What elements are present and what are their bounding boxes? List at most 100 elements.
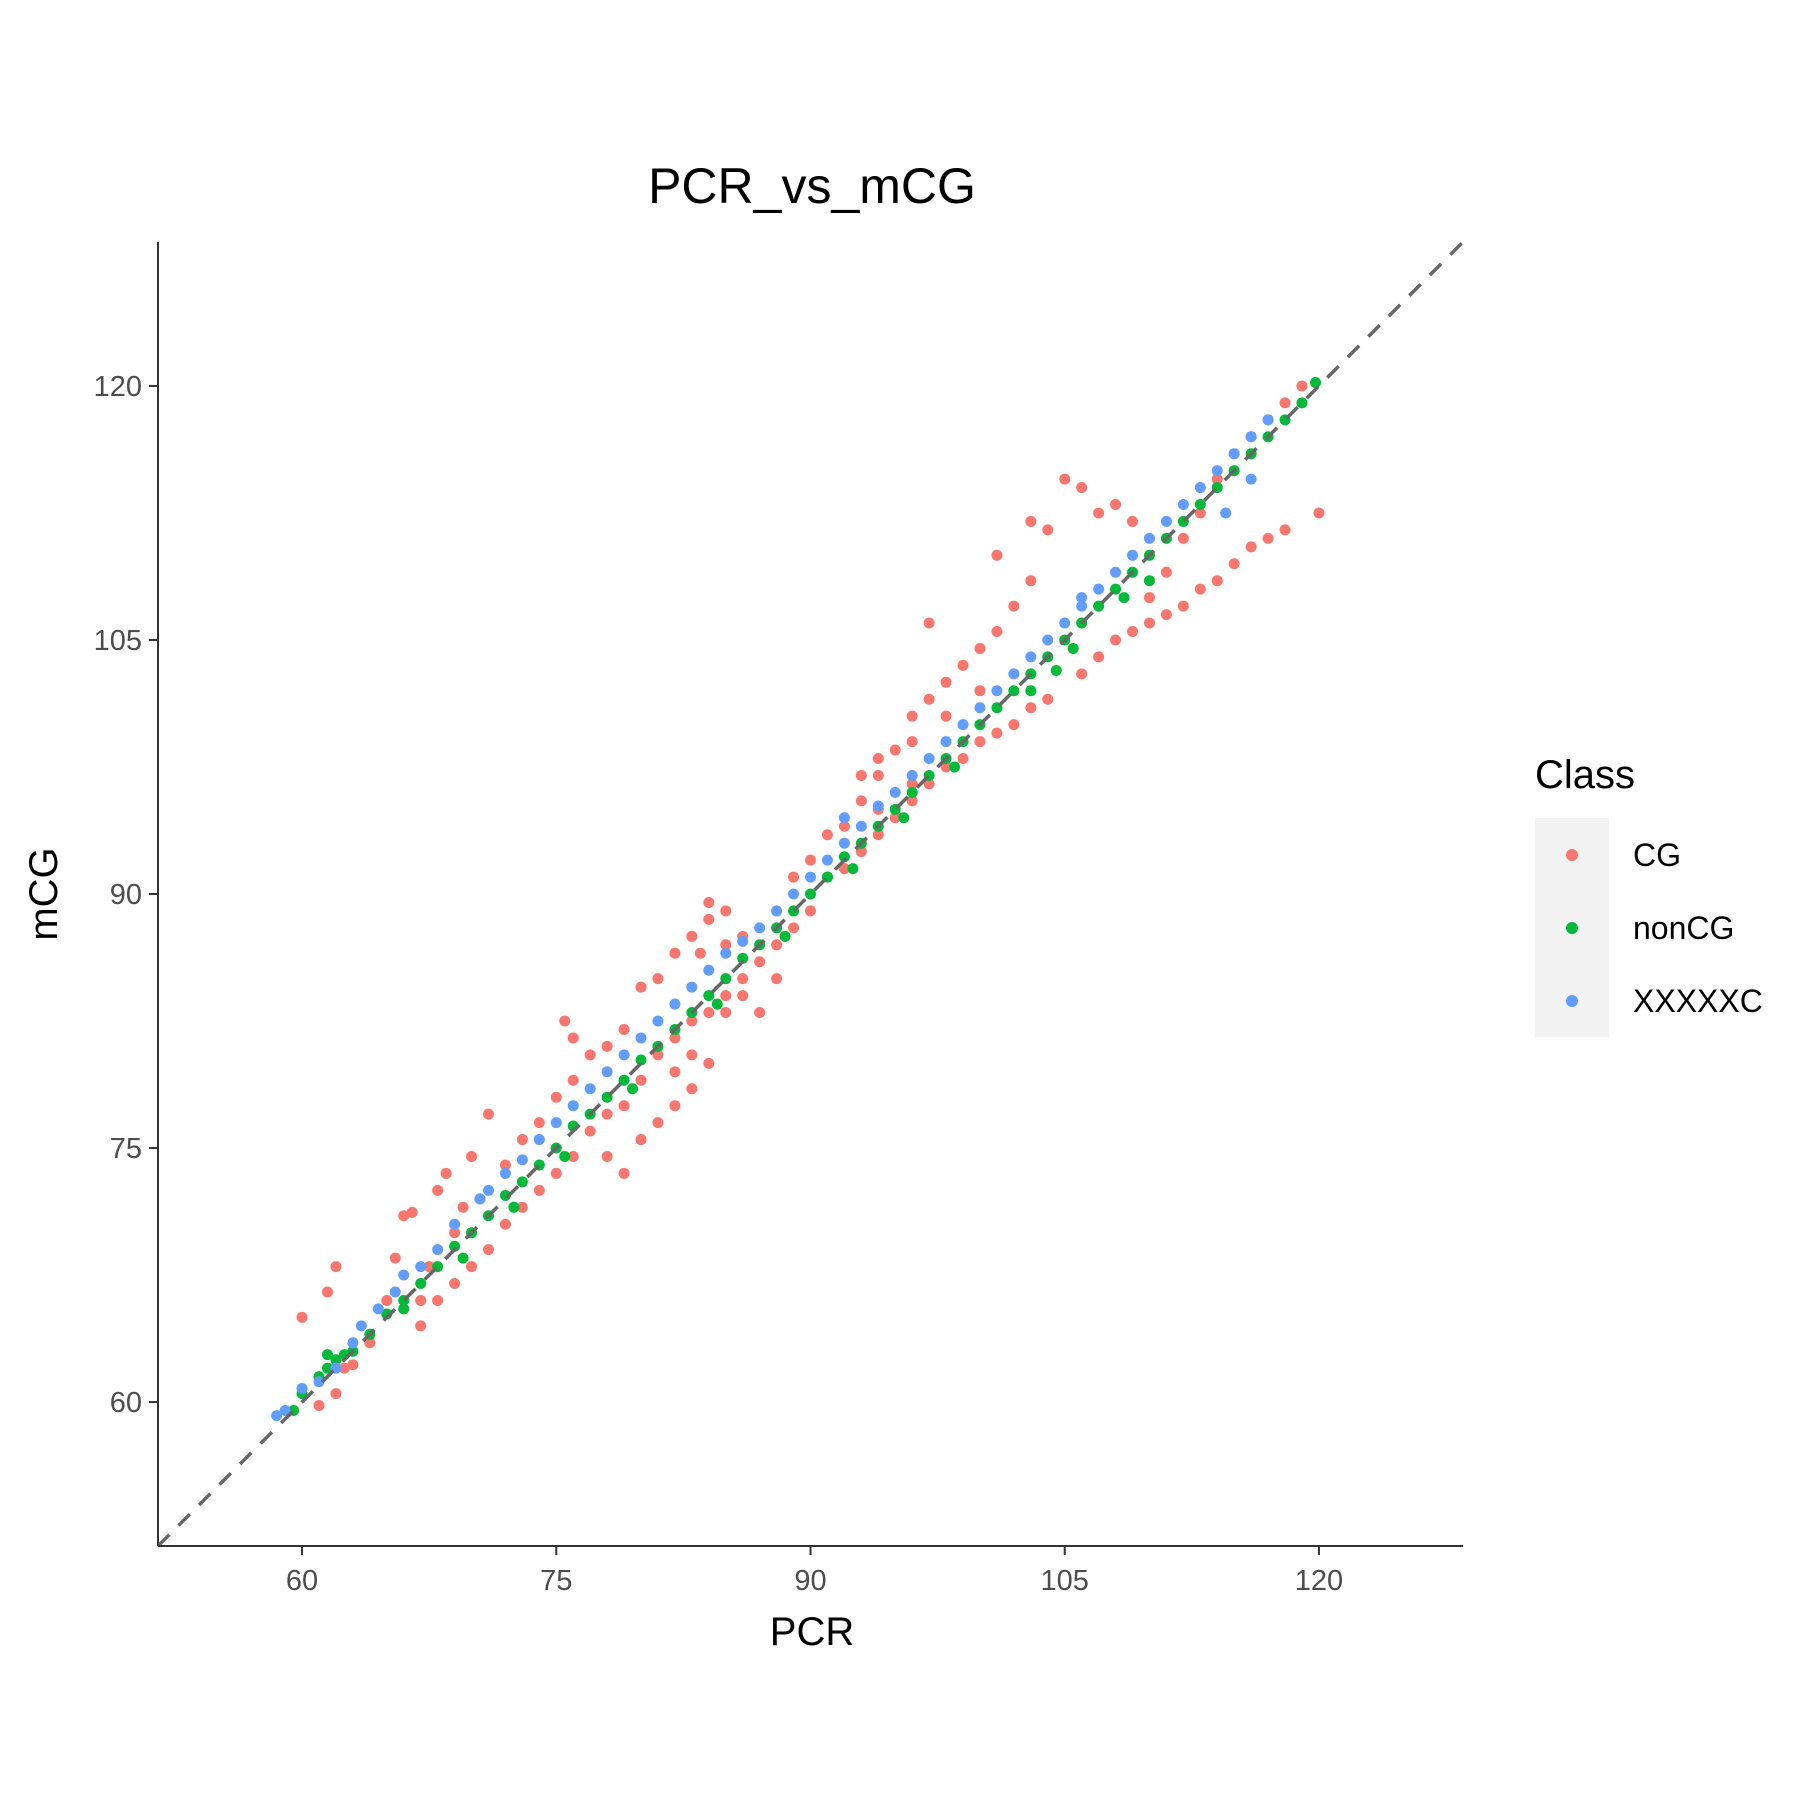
point-cg-63 xyxy=(694,947,706,959)
point-cg-69 xyxy=(805,905,816,917)
point-cg-145 xyxy=(669,1066,681,1078)
point-cg-56 xyxy=(635,981,647,993)
point-cg-33 xyxy=(516,1134,528,1146)
point-noncg-32 xyxy=(805,888,816,900)
point-cg-67 xyxy=(771,939,783,951)
point-xxxxxc-34 xyxy=(872,800,884,812)
point-cg-40 xyxy=(559,1015,571,1027)
point-noncg-64 xyxy=(457,1252,469,1264)
point-noncg-73 xyxy=(627,1083,639,1095)
point-cg-74 xyxy=(821,829,833,841)
point-xxxxxc-63 xyxy=(398,1269,410,1281)
legend: Class CG nonCG XXXXXC xyxy=(1535,753,1763,1037)
x-ticks: 60 75 90 105 120 xyxy=(286,1546,1343,1597)
point-cg-10 xyxy=(398,1210,410,1222)
point-cg-47 xyxy=(703,1057,715,1069)
point-xxxxxc-43 xyxy=(1025,651,1037,663)
x-tick-label-75: 75 xyxy=(540,1565,572,1597)
point-xxxxxc-20 xyxy=(635,1032,647,1044)
point-xxxxxc-19 xyxy=(618,1049,630,1061)
point-cg-13 xyxy=(423,1261,435,1273)
point-cg-73 xyxy=(805,854,816,866)
point-cg-72 xyxy=(788,871,800,883)
point-cg-6 xyxy=(347,1359,359,1371)
point-noncg-72 xyxy=(779,930,791,942)
point-cg-110 xyxy=(1076,668,1088,680)
point-cg-12 xyxy=(415,1294,427,1306)
point-noncg-69 xyxy=(1143,575,1155,587)
point-xxxxxc-7 xyxy=(389,1286,401,1298)
x-tick-label-90: 90 xyxy=(794,1565,826,1597)
point-cg-49 xyxy=(635,1074,647,1086)
point-cg-93 xyxy=(1042,693,1054,705)
point-noncg-22 xyxy=(635,1054,647,1066)
point-cg-37 xyxy=(584,1049,596,1061)
point-xxxxxc-30 xyxy=(805,871,816,883)
y-tick-label-75: 75 xyxy=(110,1133,142,1165)
y-tick-label-120: 120 xyxy=(94,371,142,403)
point-xxxxxc-64 xyxy=(355,1320,367,1332)
point-cg-98 xyxy=(974,642,986,654)
point-cg-32 xyxy=(499,1159,511,1171)
point-cg-104 xyxy=(1042,524,1054,536)
point-cg-9 xyxy=(389,1252,401,1264)
point-cg-18 xyxy=(466,1150,478,1162)
point-cg-75 xyxy=(838,820,850,832)
point-xxxxxc-46 xyxy=(1076,600,1088,612)
point-cg-108 xyxy=(1110,498,1122,510)
point-xxxxxc-58 xyxy=(1220,507,1232,519)
point-xxxxxc-38 xyxy=(940,736,952,748)
point-cg-0 xyxy=(296,1311,308,1323)
point-cg-139 xyxy=(872,753,884,765)
point-cg-55 xyxy=(737,973,749,985)
point-cg-90 xyxy=(991,727,1003,739)
point-cg-3 xyxy=(338,1362,350,1374)
point-xxxxxc-51 xyxy=(1160,515,1172,527)
point-xxxxxc-31 xyxy=(821,854,833,866)
point-cg-5 xyxy=(330,1388,342,1400)
legend-key-noncg xyxy=(1566,922,1578,934)
point-cg-22 xyxy=(449,1278,461,1290)
point-cg-112 xyxy=(1110,634,1122,646)
legend-title: Class xyxy=(1535,753,1635,797)
point-xxxxxc-44 xyxy=(1042,634,1054,646)
point-cg-135 xyxy=(720,939,732,951)
y-axis-title: mCG xyxy=(22,847,66,940)
y-tick-label-90: 90 xyxy=(110,879,142,911)
legend-key-cg xyxy=(1566,849,1578,861)
point-xxxxxc-61 xyxy=(838,812,850,824)
point-cg-79 xyxy=(906,736,918,748)
point-cg-121 xyxy=(1262,532,1274,544)
point-cg-134 xyxy=(923,617,935,629)
point-xxxxxc-53 xyxy=(1194,482,1206,494)
point-noncg-28 xyxy=(737,952,749,964)
point-noncg-44 xyxy=(1008,685,1020,697)
point-xxxxxc-52 xyxy=(1177,498,1189,510)
point-xxxxxc-45 xyxy=(1059,617,1071,629)
point-cg-42 xyxy=(482,1108,494,1120)
point-cg-68 xyxy=(788,922,800,934)
point-xxxxxc-39 xyxy=(957,719,969,731)
point-xxxxxc-59 xyxy=(1245,473,1257,485)
point-cg-86 xyxy=(923,778,935,790)
point-cg-57 xyxy=(652,973,664,985)
point-cg-133 xyxy=(1296,380,1308,392)
point-cg-113 xyxy=(1127,626,1139,638)
point-xxxxxc-10 xyxy=(449,1218,461,1230)
point-noncg-62 xyxy=(1310,377,1322,389)
point-noncg-68 xyxy=(1050,664,1062,676)
point-cg-53 xyxy=(703,1007,715,1019)
point-cg-71 xyxy=(754,1007,766,1019)
point-cg-124 xyxy=(1143,592,1155,604)
point-cg-84 xyxy=(889,812,901,824)
chart-title: PCR_vs_mCG xyxy=(648,158,976,214)
point-cg-122 xyxy=(1279,524,1291,536)
x-axis-title: PCR xyxy=(770,1610,854,1654)
point-cg-100 xyxy=(1008,600,1020,612)
point-cg-82 xyxy=(855,846,867,858)
point-xxxxxc-6 xyxy=(372,1303,384,1315)
point-cg-44 xyxy=(652,1117,664,1129)
point-cg-117 xyxy=(1194,583,1206,595)
point-cg-77 xyxy=(872,769,884,781)
